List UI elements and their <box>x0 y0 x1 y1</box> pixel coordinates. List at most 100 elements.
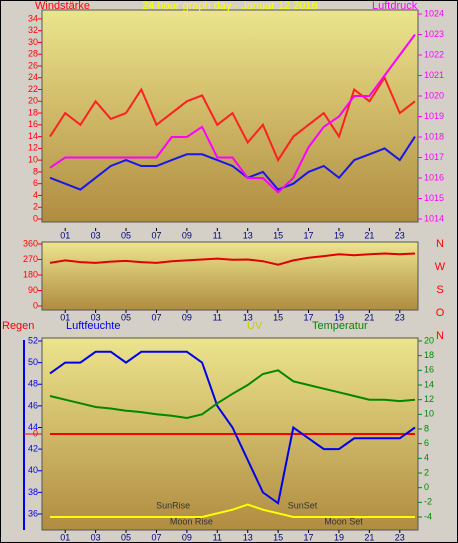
series-line <box>49 252 416 266</box>
x-tick-label: 23 <box>395 230 405 240</box>
y-tick-label: 34 <box>28 13 38 23</box>
x-tick-label: 11 <box>213 230 222 240</box>
direction-label: O <box>436 307 445 319</box>
y-tick-label: 52 <box>28 335 38 345</box>
panel-wind <box>41 9 419 223</box>
x-tick-label: 17 <box>304 532 314 542</box>
series-line <box>49 369 416 420</box>
y-tick-label: 26 <box>28 60 38 70</box>
y2-tick-label: 1014 <box>424 213 444 223</box>
annotation: Moon Rise <box>170 516 213 526</box>
series-line <box>49 75 416 163</box>
x-tick-label: 03 <box>91 312 101 322</box>
y2-tick-label: 1023 <box>424 29 444 39</box>
y2-tick-label: 1024 <box>424 8 444 18</box>
x-tick-label: 21 <box>364 230 374 240</box>
y2-tick-label: 1019 <box>424 111 444 121</box>
series-line <box>49 350 416 505</box>
y-tick-label: 40 <box>28 465 38 475</box>
y-tick-label: 8 <box>33 166 38 176</box>
y-tick-label: 44 <box>28 422 38 432</box>
x-tick-label: 07 <box>151 532 161 542</box>
x-tick-label: 19 <box>334 230 344 240</box>
x-tick-label: 03 <box>91 230 101 240</box>
x-tick-label: 17 <box>304 230 314 240</box>
x-tick-label: 23 <box>395 532 405 542</box>
x-tick-label: 07 <box>151 230 161 240</box>
direction-label: W <box>435 261 446 273</box>
legend-uv: UV <box>247 320 263 332</box>
legend-rain: Regen <box>2 320 34 332</box>
x-tick-label: 09 <box>182 230 192 240</box>
x-tick-label: 13 <box>243 532 253 542</box>
legend-pressure: Luftdruck <box>372 0 418 12</box>
x-tick-label: 21 <box>364 532 374 542</box>
series-line <box>49 136 416 191</box>
y-tick-label: 50 <box>28 357 38 367</box>
y-tick-label: 0 <box>33 300 38 310</box>
x-tick-label: 01 <box>60 532 70 542</box>
y2-tick-label: 18 <box>424 350 434 360</box>
y-tick-label: 46 <box>28 400 38 410</box>
x-tick-label: 01 <box>60 312 70 322</box>
y-tick-label: 20 <box>28 96 38 106</box>
y2-tick-label: 1015 <box>424 193 444 203</box>
y2-tick-label: 1022 <box>424 49 444 59</box>
legend-wind: Windstärke <box>35 0 90 12</box>
x-tick-label: 15 <box>273 230 283 240</box>
legend-humidity: Luftfeuchte <box>66 320 120 332</box>
direction-label: N <box>436 330 444 342</box>
y-tick-label: 10 <box>28 155 38 165</box>
y2-tick-label: 1018 <box>424 131 444 141</box>
x-tick-label: 05 <box>121 312 131 322</box>
x-tick-label: 15 <box>273 532 283 542</box>
x-tick-label: 01 <box>60 230 70 240</box>
y-tick-label: 42 <box>28 444 38 454</box>
y-tick-label: 22 <box>28 84 38 94</box>
series-line <box>50 503 415 518</box>
y-tick-label: 6 <box>33 178 38 188</box>
y-tick-label: 4 <box>33 190 38 200</box>
x-tick-label: 23 <box>395 312 405 322</box>
y-tick-label: 360 <box>23 238 38 248</box>
y-tick-label: 90 <box>28 285 38 295</box>
y-tick-label: 30 <box>28 37 38 47</box>
series-line <box>49 33 416 194</box>
y-tick-label: 38 <box>28 487 38 497</box>
annotation: SunSet <box>288 500 318 510</box>
y-tick-label: 14 <box>28 131 38 141</box>
rain-tick-label: 0 <box>33 428 38 438</box>
y2-tick-label: 2 <box>424 467 429 477</box>
direction-label: N <box>436 238 444 250</box>
y2-tick-label: 6 <box>424 438 429 448</box>
panel-direction <box>41 241 419 311</box>
x-tick-label: 15 <box>273 312 283 322</box>
y2-tick-label: 16 <box>424 365 434 375</box>
x-tick-label: 05 <box>121 532 131 542</box>
direction-label: S <box>436 284 443 296</box>
y2-tick-label: 1021 <box>424 70 444 80</box>
y2-tick-label: 1016 <box>424 172 444 182</box>
chart-title: 24 hour graph day - Januar 12 2016 <box>142 0 318 12</box>
y-tick-label: 48 <box>28 379 38 389</box>
y2-tick-label: 10 <box>424 409 434 419</box>
y-tick-label: 0 <box>33 213 38 223</box>
y2-tick-label: 4 <box>424 453 429 463</box>
y2-tick-label: 1020 <box>424 90 444 100</box>
x-tick-label: 09 <box>182 312 192 322</box>
y-tick-label: 36 <box>28 508 38 518</box>
x-tick-label: 05 <box>121 230 131 240</box>
y-tick-label: 28 <box>28 49 38 59</box>
x-tick-label: 19 <box>334 312 344 322</box>
x-tick-label: 19 <box>334 532 344 542</box>
y-tick-label: 24 <box>28 72 38 82</box>
annotation: Moon Set <box>324 516 363 526</box>
y2-tick-label: -2 <box>424 497 432 507</box>
x-tick-label: 17 <box>304 312 314 322</box>
y-tick-label: 180 <box>23 269 38 279</box>
y2-tick-label: -4 <box>424 511 432 521</box>
x-tick-label: 11 <box>213 312 222 322</box>
y2-tick-label: 20 <box>424 335 434 345</box>
y-tick-label: 32 <box>28 25 38 35</box>
